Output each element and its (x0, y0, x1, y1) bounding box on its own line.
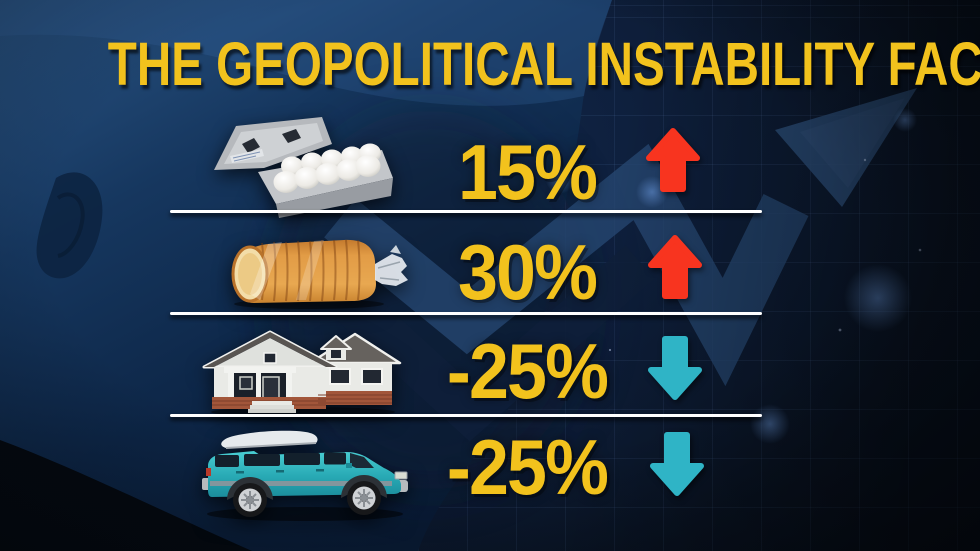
egg-carton-image (214, 117, 393, 218)
page-title: THE GEOPOLITICAL INSTABILITY FACTOR (107, 30, 980, 98)
wheel (233, 483, 267, 517)
bread-loaf-image (231, 239, 408, 309)
eggs-change-value: 15% (457, 128, 598, 216)
arrow-down-icon (648, 336, 702, 400)
separator-line (170, 312, 762, 315)
arrow-down-icon (650, 432, 704, 496)
arrow-up-icon (646, 128, 700, 192)
separator-line (170, 414, 762, 417)
bread-change-value: 30% (457, 228, 598, 316)
teal-suv-image (202, 430, 408, 521)
house-image (202, 330, 402, 416)
car-change-value: -25% (446, 423, 609, 511)
wheel (347, 481, 381, 515)
arrow-up-icon (648, 235, 702, 299)
separator-line (170, 210, 762, 213)
house-change-value: -25% (446, 327, 609, 415)
